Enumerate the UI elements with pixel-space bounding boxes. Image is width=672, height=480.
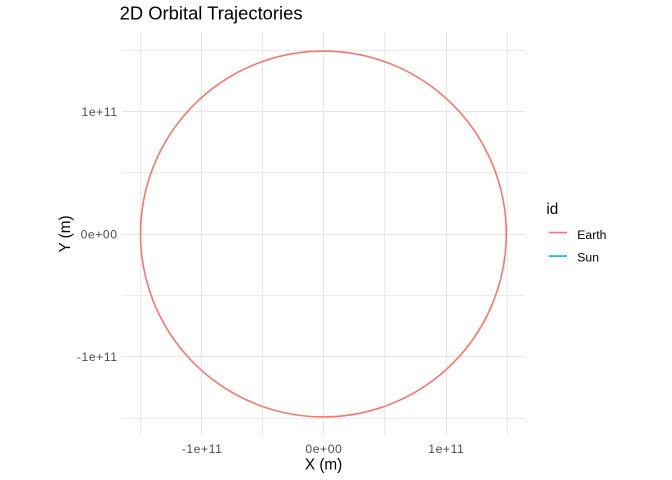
svg-text:2D Orbital Trajectories: 2D Orbital Trajectories xyxy=(120,2,303,23)
svg-text:X (m): X (m) xyxy=(305,456,342,473)
svg-text:0e+00: 0e+00 xyxy=(305,442,342,456)
svg-text:1e+11: 1e+11 xyxy=(428,442,464,456)
svg-text:Earth: Earth xyxy=(577,228,606,242)
svg-text:0e+00: 0e+00 xyxy=(81,228,118,242)
svg-text:1e+11: 1e+11 xyxy=(82,105,118,119)
svg-text:-1e+11: -1e+11 xyxy=(77,350,118,364)
svg-text:Y (m): Y (m) xyxy=(57,215,74,252)
svg-text:-1e+11: -1e+11 xyxy=(182,442,223,456)
svg-text:Sun: Sun xyxy=(577,251,599,265)
svg-text:id: id xyxy=(546,201,558,218)
